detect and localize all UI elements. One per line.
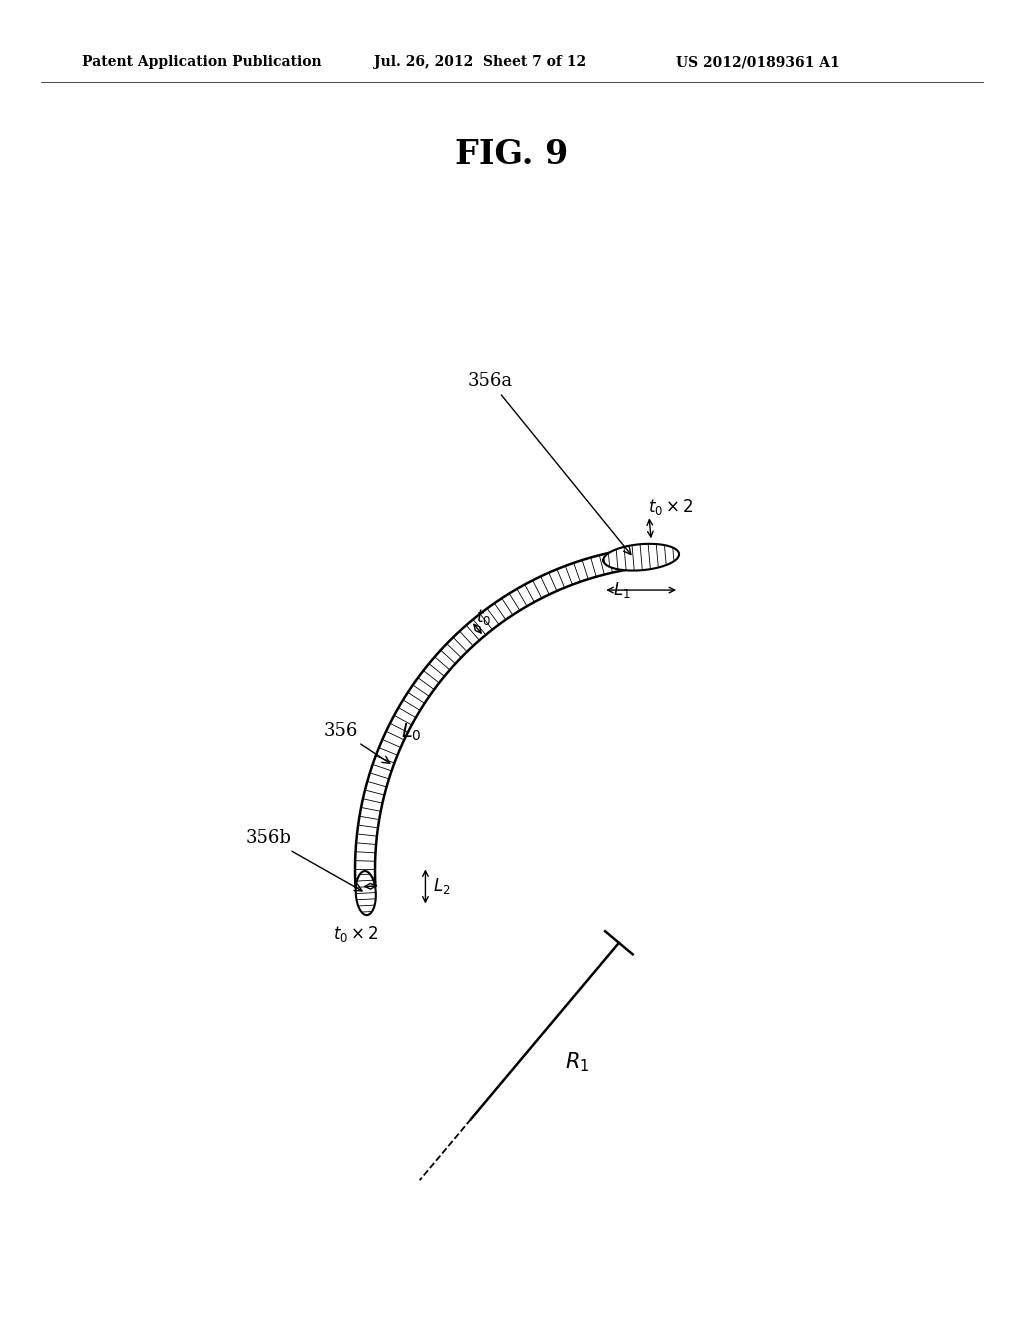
Text: $t_0$: $t_0$ <box>476 607 490 627</box>
Text: 356b: 356b <box>246 829 362 891</box>
Text: US 2012/0189361 A1: US 2012/0189361 A1 <box>676 55 840 69</box>
Text: $L_1$: $L_1$ <box>613 579 631 601</box>
Polygon shape <box>603 544 679 570</box>
Text: $R_1$: $R_1$ <box>565 1051 590 1074</box>
Text: Patent Application Publication: Patent Application Publication <box>82 55 322 69</box>
Text: 356a: 356a <box>467 372 631 554</box>
Text: $t_0 \times 2$: $t_0 \times 2$ <box>333 924 378 944</box>
Text: Jul. 26, 2012  Sheet 7 of 12: Jul. 26, 2012 Sheet 7 of 12 <box>374 55 586 69</box>
Text: $t_0 \times 2$: $t_0 \times 2$ <box>648 498 694 517</box>
Text: $L_2$: $L_2$ <box>433 876 451 896</box>
Polygon shape <box>355 871 376 915</box>
Text: FIG. 9: FIG. 9 <box>456 139 568 172</box>
Text: $L_0$: $L_0$ <box>401 722 422 743</box>
Text: 356: 356 <box>324 722 390 763</box>
